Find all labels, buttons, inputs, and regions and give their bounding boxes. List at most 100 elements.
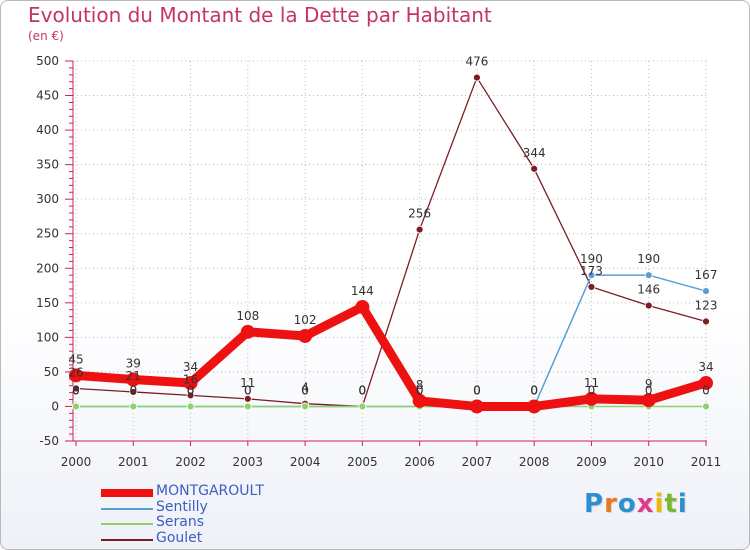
y-tick-label: 150 [36, 296, 59, 310]
data-label: 8 [416, 378, 424, 392]
data-point [186, 402, 195, 411]
data-label: 344 [523, 146, 546, 160]
y-tick-label: 300 [36, 192, 59, 206]
series-line-goulet [75, 76, 707, 408]
x-tick-label: 2007 [462, 455, 493, 469]
data-label: 123 [695, 298, 718, 312]
legend-label: Sentilly [156, 498, 208, 515]
data-label: 0 [473, 383, 481, 397]
y-tick-label: 450 [36, 89, 59, 103]
data-point [699, 375, 713, 390]
data-label: 108 [236, 309, 259, 323]
y-tick-label: 400 [36, 123, 59, 137]
data-label: 0 [129, 383, 137, 397]
chart-subtitle: (en €) [28, 29, 64, 43]
data-point [298, 328, 313, 343]
x-tick-label: 2009 [576, 455, 607, 469]
y-tick-label: 500 [36, 54, 59, 68]
data-label: 0 [588, 383, 596, 397]
data-label: 0 [244, 383, 252, 397]
data-label: 26 [68, 365, 83, 379]
data-point [702, 317, 710, 326]
data-label: 9 [645, 377, 653, 391]
data-label: 34 [698, 360, 713, 374]
data-label: 0 [416, 383, 424, 397]
data-label: 21 [126, 369, 141, 383]
data-point [530, 164, 539, 173]
legend-swatch [101, 507, 153, 510]
data-label: 11 [240, 376, 255, 390]
data-label: 190 [580, 252, 603, 266]
y-tick-label: 100 [36, 330, 59, 344]
data-label: 0 [187, 383, 195, 397]
data-label: 0 [702, 383, 710, 397]
data-point [415, 225, 424, 234]
data-point [527, 399, 542, 414]
data-label: 4 [301, 381, 309, 395]
data-point [469, 399, 484, 414]
data-label: 11 [584, 376, 599, 390]
data-point [358, 402, 367, 411]
data-point [355, 299, 370, 314]
legend-swatch [101, 523, 153, 525]
data-label: 39 [126, 357, 141, 371]
data-label: 16 [183, 372, 198, 386]
series-lines [71, 76, 711, 411]
data-point [72, 384, 80, 393]
data-label: 0 [72, 383, 80, 397]
x-tick-label: 2004 [290, 455, 321, 469]
data-label: 0 [645, 383, 653, 397]
data-label: 0 [301, 383, 309, 397]
data-point [473, 73, 481, 82]
y-tick-label: 200 [36, 261, 59, 275]
data-label: 0 [416, 383, 424, 397]
proxiti-logo: Proxiti [584, 489, 688, 519]
data-label: 476 [465, 55, 488, 69]
series-line-sentilly [75, 274, 707, 408]
legend-label: Serans [156, 514, 205, 530]
data-point [243, 402, 252, 411]
data-label: 0 [530, 383, 538, 397]
data-label: 173 [580, 264, 603, 278]
data-point [243, 394, 252, 403]
data-label: 0 [530, 383, 538, 397]
data-point [587, 271, 596, 280]
data-label: 0 [72, 383, 80, 397]
legend-swatch [101, 538, 153, 541]
data-label: 256 [408, 207, 431, 221]
x-tick-label: 2002 [175, 455, 206, 469]
data-point [126, 372, 141, 387]
data-point [186, 391, 195, 400]
y-tick-label: -50 [39, 434, 59, 448]
data-label: 0 [359, 383, 367, 397]
data-point [183, 375, 198, 390]
data-label: 0 [187, 383, 195, 397]
y-tick-label: 50 [44, 365, 59, 379]
data-label: 167 [695, 268, 718, 282]
y-tick-label: 0 [51, 399, 59, 413]
series-points [69, 73, 713, 414]
data-point [301, 402, 309, 411]
y-tick-label: 250 [36, 227, 59, 241]
x-tick-label: 2001 [118, 455, 149, 469]
data-label: 0 [301, 383, 309, 397]
legend-label: Goulet [156, 529, 203, 546]
data-label: 102 [294, 313, 317, 327]
data-label: 190 [637, 252, 660, 266]
data-label: 146 [637, 283, 660, 297]
legend-swatch [101, 489, 153, 497]
x-tick-label: 2010 [633, 455, 664, 469]
data-point [644, 271, 653, 280]
data-label: 0 [129, 383, 137, 397]
data-point [584, 391, 599, 406]
legend-label: MONTGAROULT [156, 483, 264, 499]
data-label: 0 [244, 383, 252, 397]
series-line-montgaroult [71, 302, 711, 411]
x-tick-label: 2008 [519, 455, 550, 469]
y-tick-label: 350 [36, 158, 59, 172]
data-point [587, 283, 596, 291]
data-point [240, 324, 255, 339]
